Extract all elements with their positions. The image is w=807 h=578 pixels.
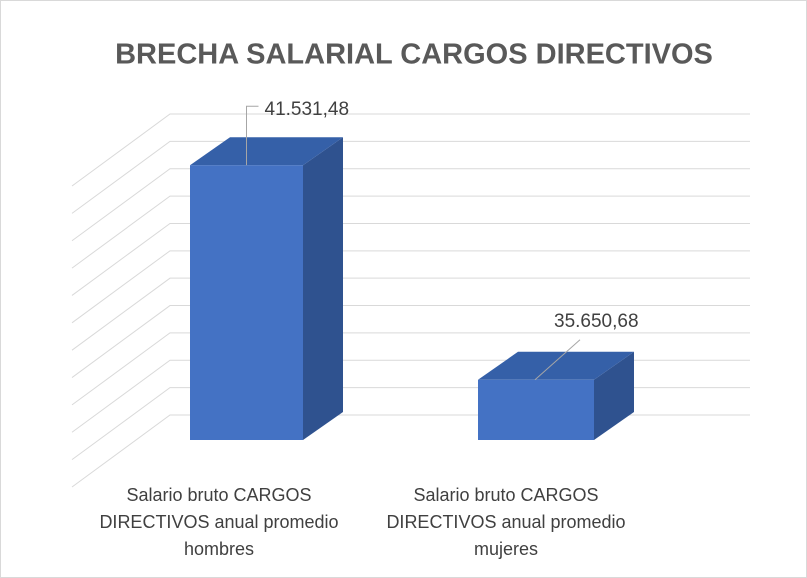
bar-side (303, 137, 343, 440)
grid-line (71, 305, 750, 378)
x-tick-label: Salario bruto CARGOS DIRECTIVOS anual pr… (386, 485, 626, 559)
grid-line (71, 222, 750, 296)
chart-title: BRECHA SALARIAL CARGOS DIRECTIVOS (115, 39, 713, 71)
data-label: 35.650,68 (554, 311, 639, 332)
data-label: 41.531,48 (265, 99, 350, 120)
bar-top (478, 351, 634, 380)
leader-line (534, 339, 581, 381)
grid-line (71, 168, 750, 242)
bar-top (190, 137, 343, 166)
bar (478, 379, 594, 440)
x-tick-label: Salario bruto CARGOS DIRECTIVOS anual pr… (99, 485, 339, 559)
grid-line (71, 195, 750, 269)
grid-line (71, 250, 750, 324)
grid-line (71, 140, 750, 214)
grid-line (71, 332, 750, 406)
leader-line (246, 105, 259, 166)
grid-line (71, 113, 750, 187)
bar-side (594, 351, 634, 440)
bar (190, 165, 303, 440)
grid-line (71, 277, 750, 351)
